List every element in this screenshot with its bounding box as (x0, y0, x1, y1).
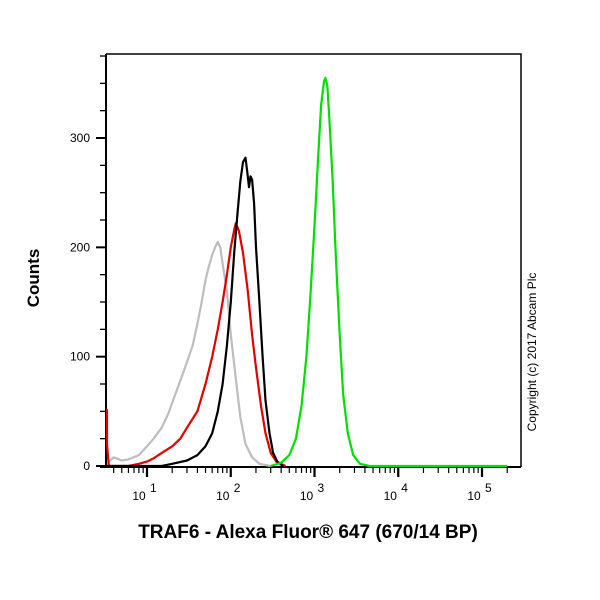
svg-text:10: 10 (300, 489, 314, 503)
svg-text:10: 10 (384, 489, 398, 503)
plot-frame (100, 53, 522, 468)
plot-border (106, 53, 522, 467)
x-tick-label: 10 1 (132, 481, 157, 503)
x-axis-title: TRAF6 - Alexa Fluor® 647 (670/14 BP) (138, 522, 478, 543)
svg-text:3: 3 (318, 481, 325, 495)
svg-text:1: 1 (150, 481, 157, 495)
y-axis-ticks: 0 100 200 300 (70, 55, 106, 473)
svg-text:10: 10 (216, 489, 230, 503)
copyright-notice: Copyright (c) 2017 Abcam Plc (525, 273, 539, 432)
x-tick-label: 104 (384, 481, 409, 503)
svg-text:10: 10 (132, 489, 146, 503)
y-tick-label: 0 (83, 459, 90, 473)
y-tick-label: 200 (70, 240, 90, 254)
x-tick-label: 10 2 (216, 481, 241, 503)
svg-text:10: 10 (467, 489, 481, 503)
x-tick-label: 10 5 (467, 481, 492, 503)
y-tick-label: 100 (70, 350, 90, 364)
green-histogram-curve (270, 76, 508, 468)
red-histogram-curve (105, 222, 286, 468)
gray-histogram-curve (107, 240, 271, 468)
y-axis-title: Counts (24, 249, 43, 308)
x-tick-label: 10 3 (300, 481, 325, 503)
svg-text:2: 2 (234, 481, 241, 495)
y-tick-label: 300 (70, 131, 90, 145)
svg-text:4: 4 (401, 481, 408, 495)
svg-text:5: 5 (485, 481, 492, 495)
black-histogram-curve (107, 156, 284, 468)
histogram-curves (105, 76, 508, 468)
